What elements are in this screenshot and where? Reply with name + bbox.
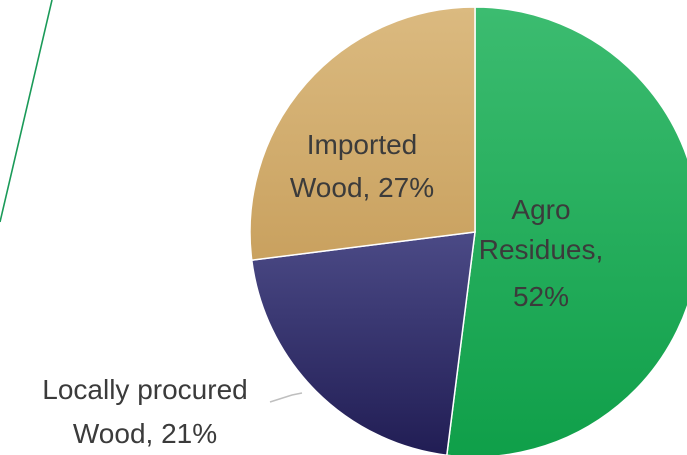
slice-label-line: 52% xyxy=(513,281,569,312)
label-agro-residues: Agro Residues, 52% xyxy=(479,194,604,312)
slice-label-line: Residues, xyxy=(479,234,604,265)
slice-locally-procured-wood xyxy=(250,231,476,455)
label-imported-wood: Imported Wood, 27% xyxy=(290,129,434,203)
slice-label-line: Agro xyxy=(511,194,570,225)
decorative-accent-line xyxy=(0,0,53,223)
slice-imported-wood xyxy=(249,6,476,262)
pie-labels: Agro Residues, 52% Locally procured Wood, 21… xyxy=(42,129,603,449)
pie-slices xyxy=(249,6,687,455)
slice-label-line: Wood, 21% xyxy=(73,418,217,449)
leader-line xyxy=(269,392,303,403)
slice-label-line: Wood, 27% xyxy=(290,172,434,203)
slice-agro-residues xyxy=(446,6,687,455)
slice-label-line: Imported xyxy=(307,129,418,160)
slice-label-line: Locally procured xyxy=(42,374,247,405)
label-locally-procured-wood: Locally procured Wood, 21% xyxy=(42,374,247,449)
